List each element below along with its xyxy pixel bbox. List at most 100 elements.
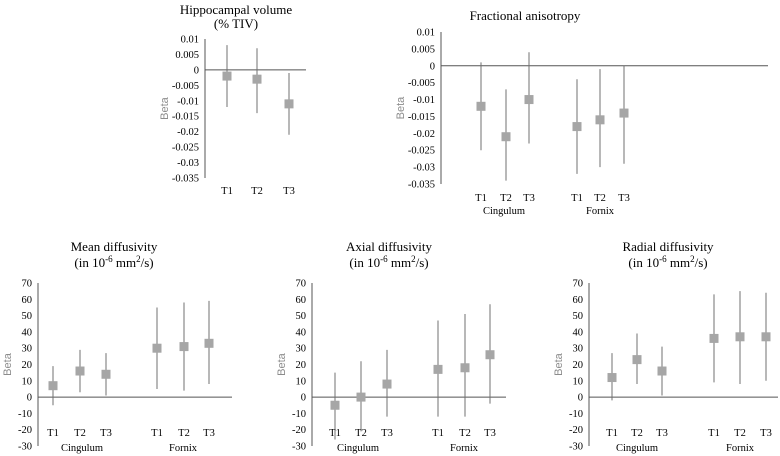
- x-tick-label: T1: [475, 193, 487, 204]
- y-axis-label: Beta: [276, 352, 288, 376]
- y-tick-label: -0.03: [177, 158, 199, 169]
- y-tick-label: 0.01: [181, 35, 199, 46]
- y-tick-label: -0.02: [177, 127, 199, 138]
- y-tick-label: -0.015: [172, 112, 199, 123]
- subtitle-part: (in 10: [349, 255, 380, 270]
- x-tick-label: T2: [251, 186, 263, 197]
- group-label: Cingulum: [337, 443, 379, 454]
- subtitle-part: 2: [690, 254, 695, 264]
- data-point: [572, 122, 582, 132]
- y-tick-label: 0: [194, 65, 199, 76]
- y-tick-label: 70: [296, 279, 307, 290]
- subtitle-part: mm: [388, 255, 411, 270]
- y-tick-label: 10: [573, 376, 584, 387]
- data-point: [204, 338, 214, 348]
- y-tick-label: 30: [22, 344, 33, 355]
- subtitle-part: mm: [113, 255, 136, 270]
- y-tick-label: -10: [292, 409, 306, 420]
- data-point: [179, 342, 189, 352]
- y-tick-label: -0.02: [413, 129, 435, 140]
- y-tick-label: -30: [569, 442, 583, 453]
- data-point: [330, 400, 340, 410]
- data-point: [524, 95, 534, 105]
- data-point: [75, 366, 85, 376]
- x-tick-label: T3: [381, 428, 393, 439]
- subtitle-part: mm: [667, 255, 690, 270]
- x-tick-label: T3: [203, 428, 215, 439]
- x-tick-label: T1: [708, 428, 720, 439]
- y-tick-label: 20: [573, 360, 584, 371]
- group-label: Cingulum: [616, 443, 658, 454]
- y-tick-label: -0.035: [172, 174, 199, 185]
- subtitle-part: 2: [411, 254, 416, 264]
- y-tick-label: 0.005: [175, 50, 199, 61]
- y-tick-label: 50: [573, 311, 584, 322]
- chart-subtitle: (in 10-6 mm2/s): [349, 254, 428, 270]
- data-point: [152, 343, 162, 353]
- x-tick-label: T3: [656, 428, 668, 439]
- x-tick-label: T1: [432, 428, 444, 439]
- y-tick-label: 40: [573, 327, 584, 338]
- x-tick-label: T3: [484, 428, 496, 439]
- x-tick-label: T1: [329, 428, 341, 439]
- y-tick-label: -30: [18, 442, 32, 453]
- data-point: [657, 366, 667, 376]
- data-point: [101, 369, 111, 379]
- group-label: Fornix: [450, 443, 479, 454]
- y-tick-label: 50: [22, 311, 33, 322]
- y-tick-label: 10: [296, 376, 307, 387]
- y-tick-label: -0.03: [413, 163, 435, 174]
- y-tick-label: -20: [569, 425, 583, 436]
- y-tick-label: 20: [296, 360, 307, 371]
- y-tick-label: -0.025: [408, 146, 435, 157]
- chart-panel-1: Hippocampal volume(% TIV) 0.01 0.005 0 -0.00…: [159, 2, 306, 197]
- data-point: [619, 108, 629, 118]
- x-tick-label: T2: [734, 428, 746, 439]
- subtitle-part: -6: [659, 254, 667, 264]
- y-tick-label: -0.005: [408, 78, 435, 89]
- chart-subtitle: (in 10-6 mm2/s): [74, 254, 153, 270]
- data-point: [595, 115, 605, 125]
- subtitle-part: /s): [695, 255, 708, 270]
- y-axis-label: Beta: [395, 96, 407, 120]
- x-tick-label: T2: [459, 428, 471, 439]
- y-tick-label: 0: [27, 393, 32, 404]
- subtitle-part: 2: [136, 254, 141, 264]
- y-tick-label: -10: [18, 409, 32, 420]
- x-tick-label: T2: [178, 428, 190, 439]
- x-tick-label: T3: [283, 186, 295, 197]
- x-tick-label: T2: [500, 193, 512, 204]
- y-tick-label: -0.035: [408, 180, 435, 191]
- y-tick-label: -20: [292, 425, 306, 436]
- x-tick-label: T1: [606, 428, 618, 439]
- data-point: [501, 132, 511, 142]
- y-tick-label: 40: [296, 327, 307, 338]
- data-point: [356, 392, 366, 402]
- y-tick-label: 70: [573, 279, 584, 290]
- group-label: Cingulum: [61, 443, 103, 454]
- data-point: [485, 350, 495, 360]
- y-tick-label: 0: [578, 393, 583, 404]
- y-tick-label: 60: [573, 295, 584, 306]
- x-tick-label: T3: [523, 193, 535, 204]
- y-tick-label: -20: [18, 425, 32, 436]
- y-tick-label: -0.015: [408, 112, 435, 123]
- y-tick-label: 0.005: [411, 44, 435, 55]
- subtitle-part: -6: [105, 254, 113, 264]
- x-tick-label: T3: [760, 428, 772, 439]
- y-axis-label: Beta: [2, 352, 14, 376]
- x-tick-label: T1: [151, 428, 163, 439]
- chart-panel-2: Fractional anisotropy 0.01 0.005 0 -0.005 -0.…: [395, 8, 768, 217]
- data-point: [607, 373, 617, 383]
- y-tick-label: -0.01: [177, 96, 199, 107]
- data-point: [735, 332, 745, 342]
- chart-panel-4: Axial diffusivity(in 10-6 mm2/s) 70 60 50 40…: [276, 239, 506, 454]
- y-tick-label: 30: [573, 344, 584, 355]
- y-tick-label: -0.005: [172, 81, 199, 92]
- y-tick-label: 50: [296, 311, 307, 322]
- chart-subtitle: (% TIV): [214, 16, 258, 31]
- y-tick-label: 70: [22, 279, 33, 290]
- group-label: Fornix: [726, 443, 755, 454]
- group-label: Fornix: [169, 443, 198, 454]
